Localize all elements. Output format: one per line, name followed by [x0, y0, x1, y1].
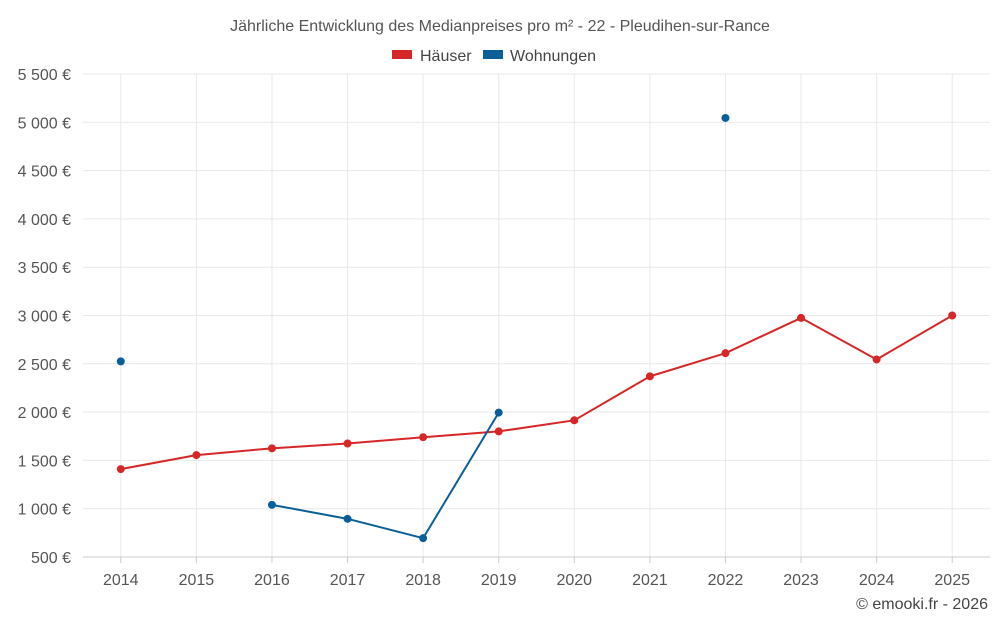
x-tick-label: 2021 — [632, 572, 668, 589]
data-point-1-8[interactable] — [721, 113, 730, 122]
y-tick-label: 2 000 € — [18, 405, 71, 422]
x-tick-label: 2014 — [103, 572, 139, 589]
x-tick-label: 2024 — [859, 572, 895, 589]
y-tick-label: 2 500 € — [18, 357, 71, 374]
x-tick-label: 2019 — [481, 572, 517, 589]
y-tick-label: 3 500 € — [18, 260, 71, 277]
y-tick-label: 1 000 € — [18, 502, 71, 519]
data-point-0-10[interactable] — [872, 355, 881, 364]
x-tick-label: 2017 — [330, 572, 366, 589]
chart-title: Jährliche Entwicklung des Medianpreises … — [230, 18, 770, 35]
data-point-0-11[interactable] — [948, 311, 957, 320]
legend-swatch-0 — [392, 50, 412, 59]
data-point-0-4[interactable] — [419, 433, 428, 442]
data-point-0-3[interactable] — [343, 439, 352, 448]
x-tick-label: 2015 — [179, 572, 215, 589]
data-point-0-2[interactable] — [267, 444, 276, 453]
data-point-1-4[interactable] — [419, 534, 428, 543]
data-point-1-0[interactable] — [116, 357, 125, 366]
series-line-1 — [271, 412, 500, 540]
x-tick-label: 2022 — [708, 572, 744, 589]
y-tick-label: 500 € — [31, 550, 71, 567]
series — [116, 113, 957, 543]
x-tick-label: 2018 — [405, 572, 441, 589]
data-point-1-2[interactable] — [267, 500, 276, 509]
y-tick-label: 4 000 € — [18, 212, 71, 229]
data-point-0-5[interactable] — [494, 427, 503, 436]
legend: Häuser Wohnungen — [392, 48, 596, 65]
y-tick-label: 5 000 € — [18, 115, 71, 132]
y-tick-label: 1 500 € — [18, 453, 71, 470]
data-point-0-8[interactable] — [721, 349, 730, 358]
grid — [83, 73, 990, 557]
data-point-0-9[interactable] — [797, 313, 806, 322]
legend-swatch-1 — [483, 50, 503, 59]
data-point-1-5[interactable] — [494, 408, 503, 417]
data-point-1-3[interactable] — [343, 514, 352, 523]
y-tick-label: 4 500 € — [18, 164, 71, 181]
x-tick-label: 2020 — [556, 572, 592, 589]
data-point-0-0[interactable] — [116, 465, 125, 474]
series-1 — [116, 113, 730, 543]
x-tick-label: 2016 — [254, 572, 290, 589]
y-tick-label: 5 500 € — [18, 67, 71, 84]
data-point-0-6[interactable] — [570, 416, 579, 425]
data-point-0-7[interactable] — [645, 372, 654, 381]
x-tick-label: 2023 — [783, 572, 819, 589]
data-point-0-1[interactable] — [192, 451, 201, 460]
series-line-0 — [120, 314, 953, 471]
axes: 500 € 1 000 € 1 500 € 2 000 € 2 500 € 3 000 €… — [18, 67, 990, 589]
credit-text: © emooki.fr - 2026 — [856, 596, 988, 613]
legend-label-0: Häuser — [420, 48, 472, 65]
legend-label-1: Wohnungen — [510, 48, 596, 65]
x-tick-label: 2025 — [934, 572, 970, 589]
y-tick-label: 3 000 € — [18, 309, 71, 326]
series-0 — [116, 311, 957, 474]
